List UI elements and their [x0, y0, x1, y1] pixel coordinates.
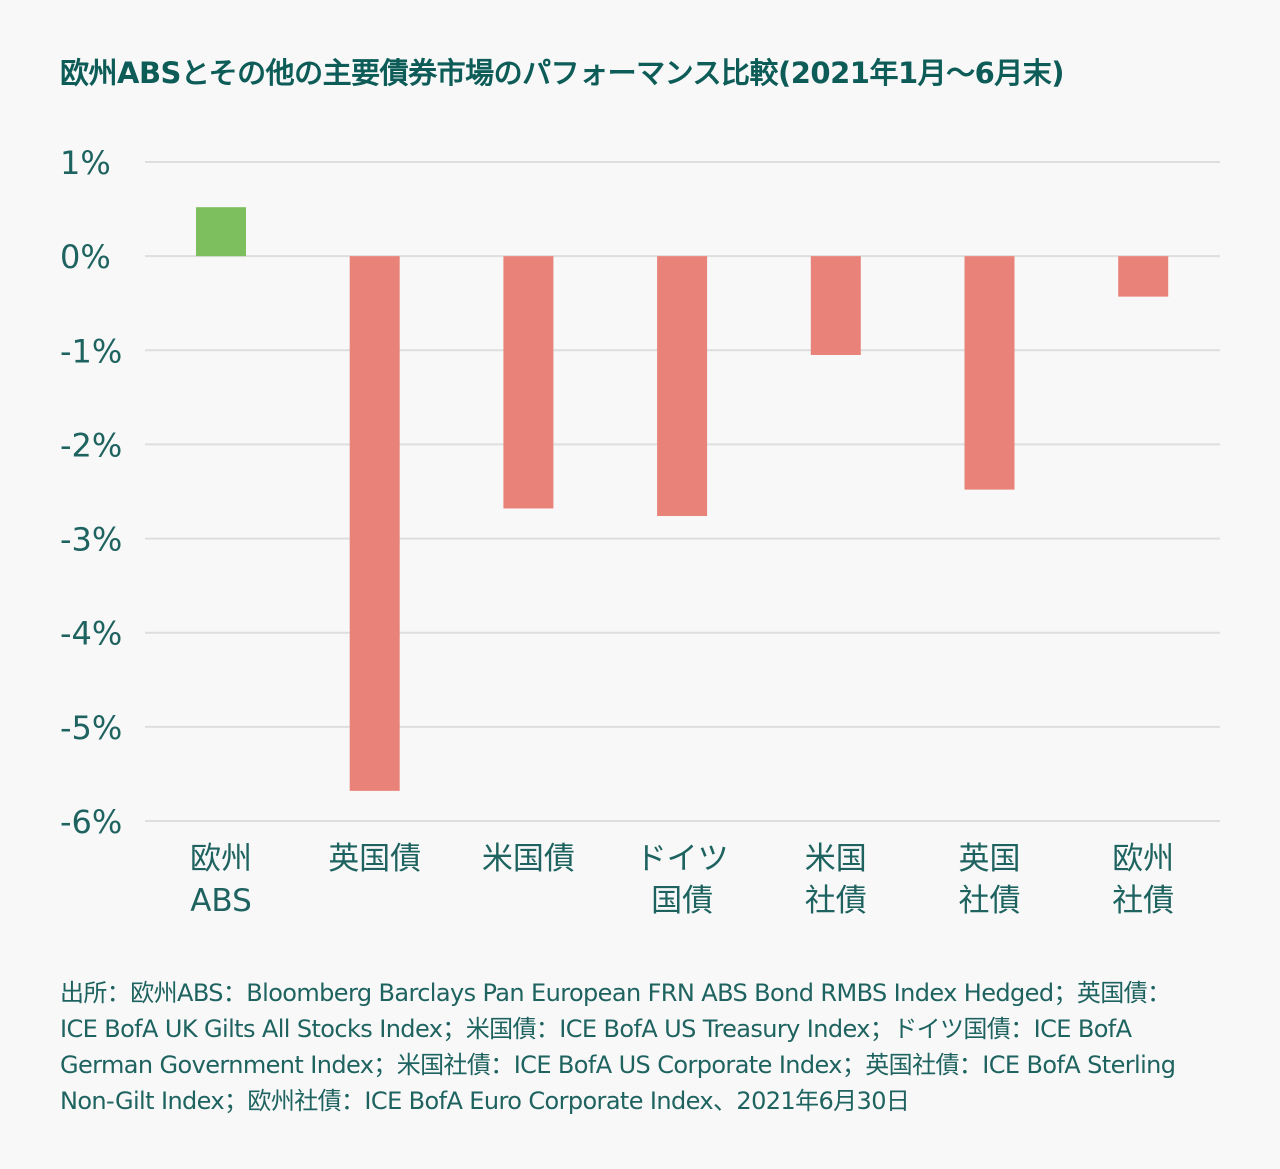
footnote-line: ICE BofA UK Gilts All Stocks Index；米国債：I…: [60, 1015, 1132, 1043]
x-tick-label: 欧州: [1112, 841, 1174, 877]
source-footnote: 出所：欧州ABS：Bloomberg Barclays Pan European…: [60, 975, 1176, 1119]
x-tick-label: 英国: [959, 841, 1021, 877]
x-tick-label: 国債: [651, 883, 713, 919]
x-tick-label: 米国債: [482, 841, 575, 877]
bar: [196, 207, 246, 257]
y-tick-label: -5%: [60, 709, 122, 747]
bar: [349, 256, 400, 791]
footnote-line: Non-Gilt Index；欧州社債：ICE BofA Euro Corpor…: [60, 1087, 910, 1115]
bar: [657, 256, 708, 516]
y-tick-label: -3%: [60, 521, 122, 559]
chart-title: 欧州ABSとその他の主要債券市場のパフォーマンス比較(2021年1月〜6月末): [60, 56, 1065, 90]
y-tick-label: -2%: [60, 426, 122, 464]
bar: [810, 256, 861, 355]
x-tick-label: 欧州: [190, 841, 252, 877]
footnote-line: 出所：欧州ABS：Bloomberg Barclays Pan European…: [60, 979, 1171, 1007]
y-tick-label: 1%: [60, 144, 111, 182]
x-tick-label: ABS: [190, 883, 252, 919]
y-tick-label: -4%: [60, 615, 122, 653]
footnote-line: German Government Index；米国社債：ICE BofA US…: [60, 1051, 1176, 1079]
y-tick-label: -6%: [60, 803, 122, 841]
bar: [964, 256, 1015, 490]
bar: [1118, 256, 1169, 297]
bar-chart: 1% 0% -1% -2% -3% -4% -5% -6% 欧州 ABS 英国債 米国債 ドイツ国債 米国…: [60, 144, 1220, 919]
x-tick-label: 英国債: [328, 841, 421, 877]
x-tick-label: 米国: [805, 841, 867, 877]
y-tick-label: 0%: [60, 238, 111, 276]
bar: [503, 256, 554, 509]
x-tick-label: 社債: [805, 883, 867, 919]
x-tick-label: ドイツ: [636, 841, 729, 877]
y-tick-label: -1%: [60, 332, 122, 370]
x-tick-label: 社債: [959, 883, 1021, 919]
x-tick-label: 社債: [1112, 883, 1174, 919]
